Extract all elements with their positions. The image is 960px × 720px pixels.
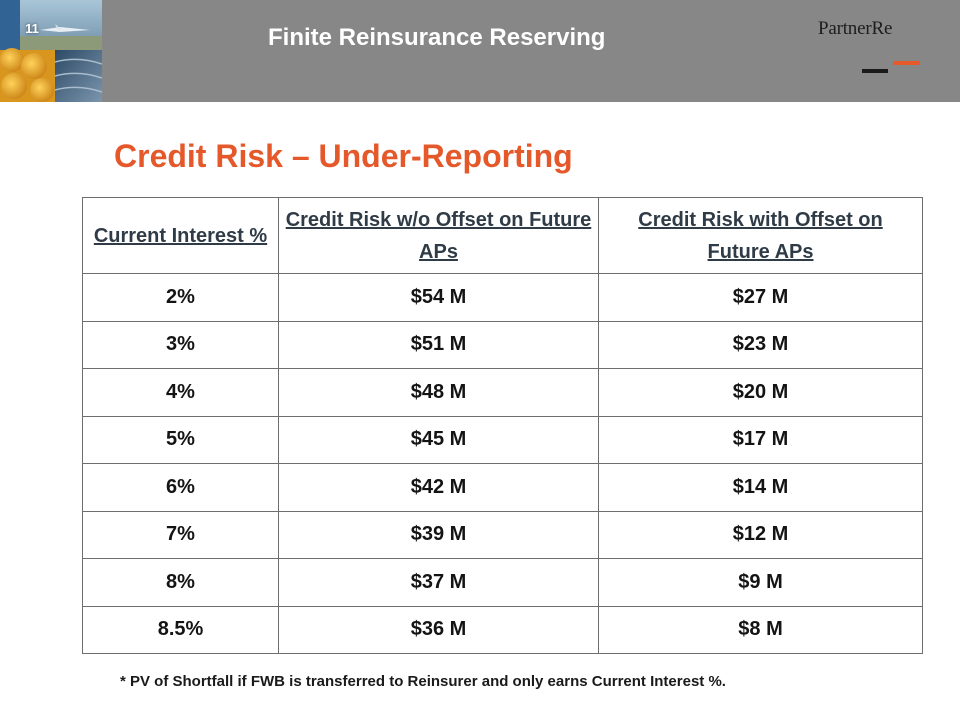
slide-number: 11 (25, 21, 39, 36)
cell-without-offset: $45 M (278, 415, 599, 464)
cell-without-offset: $42 M (278, 463, 599, 512)
logo-wordmark: PartnerRe (818, 18, 893, 39)
credit-risk-table: Current Interest % Credit Risk w/o Offse… (82, 197, 923, 654)
table-header-row: Current Interest % Credit Risk w/o Offse… (82, 197, 923, 274)
cell-interest: 5% (82, 415, 279, 464)
header-title: Finite Reinsurance Reserving (268, 24, 606, 51)
table-row: 4% $48 M $20 M (82, 368, 923, 417)
cell-without-offset: $37 M (278, 558, 599, 607)
cell-without-offset: $36 M (278, 605, 599, 654)
cell-with-offset: $23 M (598, 320, 923, 369)
logo-orange-bar (893, 61, 920, 65)
cell-with-offset: $17 M (598, 415, 923, 464)
cell-interest: 2% (82, 273, 279, 322)
table-row: 6% $42 M $14 M (82, 463, 923, 512)
cell-with-offset: $20 M (598, 368, 923, 417)
column-header-without-offset: Credit Risk w/o Offset on Future APs (278, 197, 599, 274)
cell-with-offset: $12 M (598, 510, 923, 559)
table-row: 3% $51 M $23 M (82, 320, 923, 369)
header-band: 11 Finite Reinsurance Reserving PartnerR… (0, 0, 960, 102)
slide-title: Credit Risk – Under-Reporting (114, 138, 573, 174)
cell-interest: 7% (82, 510, 279, 559)
footnote: * PV of Shortfall if FWB is transferred … (120, 673, 726, 690)
table-row: 8% $37 M $9 M (82, 558, 923, 607)
table-row: 2% $54 M $27 M (82, 273, 923, 322)
partnerre-logo: PartnerRe (818, 14, 928, 84)
header-photo-collage: 11 (0, 0, 102, 102)
table-row: 8.5% $36 M $8 M (82, 605, 923, 654)
cell-interest: 3% (82, 320, 279, 369)
cell-without-offset: $51 M (278, 320, 599, 369)
column-header-interest: Current Interest % (82, 197, 279, 274)
cell-with-offset: $14 M (598, 463, 923, 512)
cell-interest: 8% (82, 558, 279, 607)
table-row: 7% $39 M $12 M (82, 510, 923, 559)
cell-interest: 8.5% (82, 605, 279, 654)
cell-without-offset: $54 M (278, 273, 599, 322)
cell-interest: 6% (82, 463, 279, 512)
logo-black-bar (862, 69, 888, 73)
cell-without-offset: $39 M (278, 510, 599, 559)
cell-without-offset: $48 M (278, 368, 599, 417)
cell-interest: 4% (82, 368, 279, 417)
table-row: 5% $45 M $17 M (82, 415, 923, 464)
cell-with-offset: $27 M (598, 273, 923, 322)
column-header-with-offset: Credit Risk with Offset on Future APs (598, 197, 923, 274)
cell-with-offset: $8 M (598, 605, 923, 654)
cell-with-offset: $9 M (598, 558, 923, 607)
